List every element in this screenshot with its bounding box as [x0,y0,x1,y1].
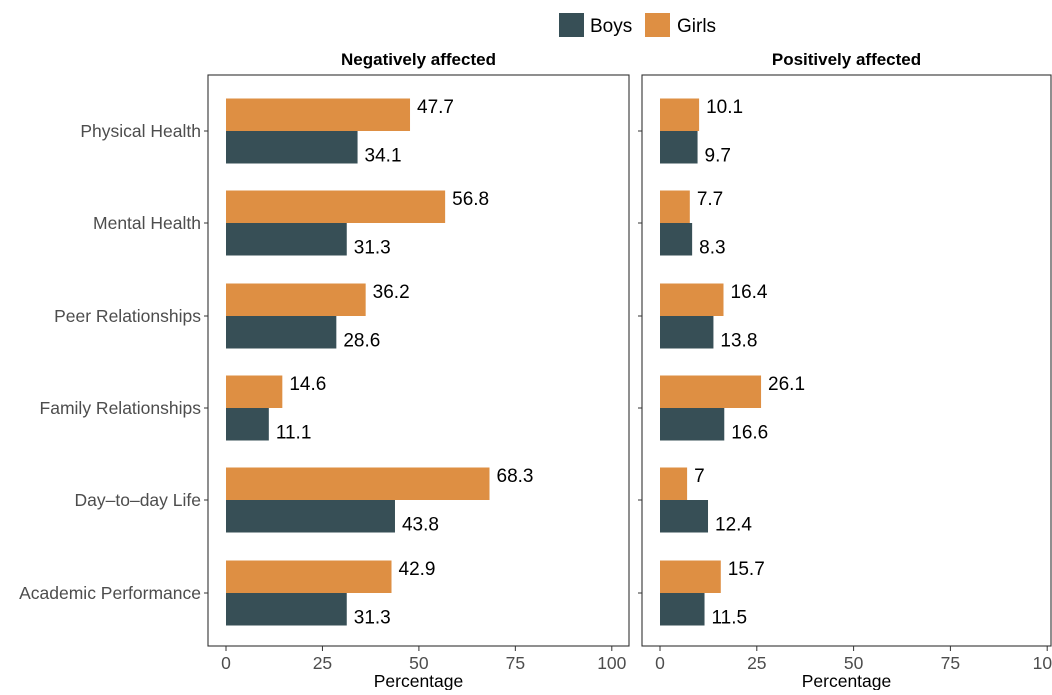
legend: Boys Girls [559,13,716,37]
bar-boys-academic-performance [226,593,347,626]
bar-girls-mental-health [660,190,690,223]
x-tick-label-100: 100 [1033,653,1052,673]
legend-swatch-boys [559,13,584,37]
data-label-girls-day-to-day-life: 7 [694,466,705,487]
data-label-boys-family-relationships: 11.1 [276,422,312,443]
data-label-boys-academic-performance: 31.3 [354,607,391,628]
data-label-girls-family-relationships: 26.1 [768,374,805,395]
bar-boys-peer-relationships [660,316,714,349]
x-tick-label-25: 25 [747,653,766,673]
x-tick-label-50: 50 [844,653,864,673]
data-label-girls-physical-health: 47.7 [417,97,454,118]
x-tick-label-50: 50 [409,653,429,673]
bar-girls-peer-relationships [660,283,724,316]
bar-girls-family-relationships [226,375,283,408]
y-tick-label-family-relationships: Family Relationships [40,398,202,418]
data-label-boys-academic-performance: 11.5 [712,607,748,628]
x-tick-label-100: 100 [597,653,626,673]
bar-girls-day-to-day-life [226,467,490,500]
x-axis-label: Percentage [374,671,464,690]
bar-girls-family-relationships [660,375,762,408]
bar-boys-physical-health [226,131,358,164]
bar-girls-academic-performance [226,560,392,593]
bar-boys-mental-health [226,223,347,256]
x-tick-label-25: 25 [313,653,332,673]
data-label-boys-peer-relationships: 13.8 [720,330,757,351]
bar-boys-mental-health [660,223,693,256]
data-label-girls-family-relationships: 14.6 [289,374,326,395]
x-axis-label: Percentage [802,671,892,690]
bar-girls-physical-health [226,98,411,131]
data-label-boys-peer-relationships: 28.6 [343,330,380,351]
bar-boys-peer-relationships [226,316,337,349]
bar-boys-day-to-day-life [660,500,709,533]
data-label-girls-mental-health: 56.8 [452,189,489,210]
data-label-girls-mental-health: 7.7 [697,189,723,210]
legend-swatch-girls [645,13,670,37]
data-label-girls-physical-health: 10.1 [706,97,743,118]
bar-girls-peer-relationships [226,283,366,316]
bar-boys-physical-health [660,131,698,164]
bar-boys-day-to-day-life [226,500,395,533]
data-label-boys-mental-health: 8.3 [699,237,725,258]
y-tick-label-day-to-day-life: Day–to–day Life [75,490,201,510]
panel-negatively-affected: Negatively affected 47.7 34.1 Physical Heal… [19,50,630,691]
bar-girls-mental-health [226,190,446,223]
y-tick-label-peer-relationships: Peer Relationships [54,306,201,326]
y-tick-label-physical-health: Physical Health [80,121,201,141]
data-label-boys-day-to-day-life: 43.8 [402,514,439,535]
data-label-boys-mental-health: 31.3 [354,237,391,258]
bar-girls-day-to-day-life [660,467,688,500]
data-label-girls-day-to-day-life: 68.3 [497,466,534,487]
bar-girls-academic-performance [660,560,721,593]
data-label-boys-day-to-day-life: 12.4 [715,514,752,535]
bar-boys-family-relationships [660,408,725,441]
bar-girls-physical-health [660,98,700,131]
bar-boys-family-relationships [226,408,269,441]
x-tick-label-0: 0 [221,653,231,673]
x-tick-label-75: 75 [506,653,525,673]
panel-title: Positively affected [772,50,921,69]
data-label-boys-physical-health: 9.7 [705,145,731,166]
panel-frame [641,74,1052,647]
legend-label-girls: Girls [677,16,716,37]
data-label-girls-peer-relationships: 16.4 [731,282,768,303]
data-label-boys-physical-health: 34.1 [365,145,402,166]
data-label-girls-academic-performance: 42.9 [399,559,436,580]
y-tick-label-academic-performance: Academic Performance [19,583,201,603]
data-label-girls-peer-relationships: 36.2 [373,282,410,303]
bar-boys-academic-performance [660,593,705,626]
legend-label-boys: Boys [590,16,632,37]
x-tick-label-75: 75 [941,653,960,673]
panel-positively-affected: Positively affected 10.1 9.7 7.7 8.3 16.4 13.8… [638,50,1052,691]
y-tick-label-mental-health: Mental Health [93,213,201,233]
data-label-girls-academic-performance: 15.7 [728,559,765,580]
panel-title: Negatively affected [341,50,496,69]
x-tick-label-0: 0 [655,653,665,673]
data-label-boys-family-relationships: 16.6 [731,422,768,443]
